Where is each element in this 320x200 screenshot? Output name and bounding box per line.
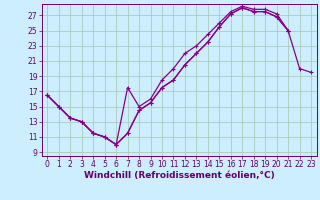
X-axis label: Windchill (Refroidissement éolien,°C): Windchill (Refroidissement éolien,°C)	[84, 171, 275, 180]
